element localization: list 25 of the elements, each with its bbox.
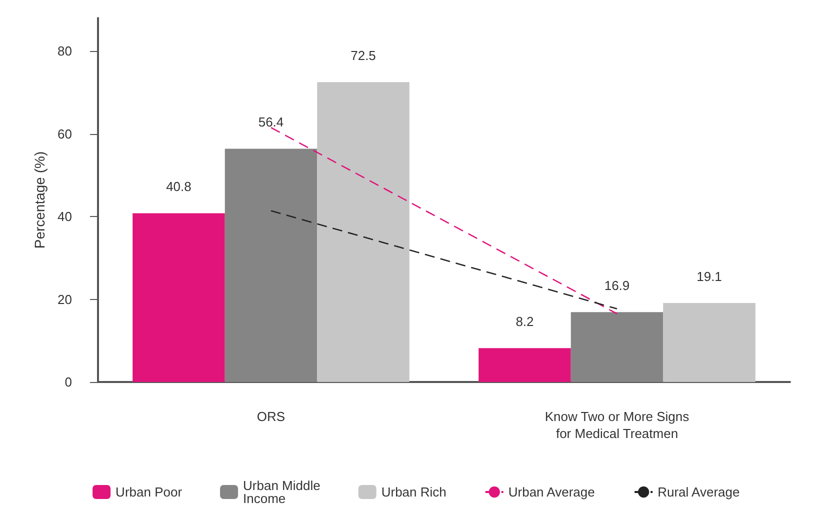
y-tick-label: 0 [64,374,72,390]
bar [224,148,318,382]
data-label: 40.8 [166,179,192,194]
data-label: 72.5 [350,48,376,64]
y-tick-label: 80 [58,44,72,59]
data-label: 19.1 [696,268,722,284]
legend-label: Urban Rich [381,484,446,500]
y-axis-title: Percentage (%) [32,151,48,249]
bar [478,348,571,382]
legend-label: Urban Average [508,484,595,500]
bar [317,82,410,382]
legend-label: Rural Average [658,484,740,500]
data-label: 56.4 [258,114,284,130]
data-label: 16.9 [604,278,630,294]
y-tick-label: 20 [58,292,72,307]
data-label: 8.2 [516,314,534,330]
legend-label: Urban Middle Income [243,478,320,506]
x-tick-label: Know Two or More Signs for Medical Treatmen [544,409,690,441]
legend-label: Urban Poor [116,484,183,500]
bar [132,213,225,382]
bar [570,312,664,382]
x-tick-label: ORS [256,409,286,424]
y-tick-label: 60 [58,126,72,142]
y-tick-label: 40 [58,209,72,224]
bar [663,302,756,382]
